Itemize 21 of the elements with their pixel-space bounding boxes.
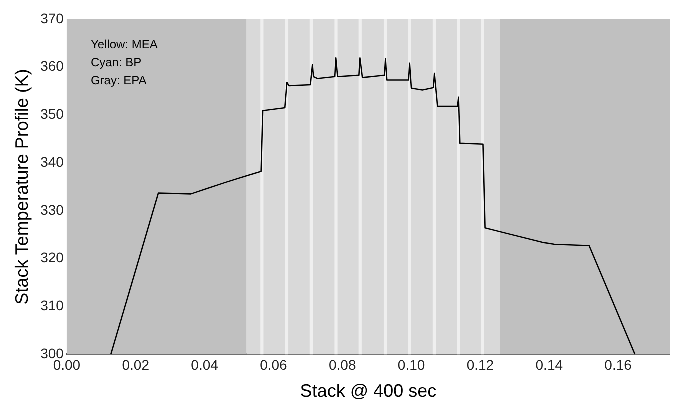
y-tick-label: 340 (40, 154, 64, 170)
y-tick-label: 350 (40, 106, 64, 122)
annotation: Yellow: MEA (90, 38, 158, 52)
y-tick-label: 320 (40, 250, 64, 266)
y-tick-label: 360 (40, 58, 64, 74)
x-tick-label: 0.02 (122, 356, 150, 373)
x-tick-label: 0.08 (329, 356, 356, 373)
y-tick-label: 330 (40, 202, 64, 218)
annotation: Cyan: BP (90, 56, 142, 70)
x-tick-label: 0.04 (191, 356, 219, 373)
annotation: Gray: EPA (90, 74, 147, 88)
y-tick-label: 310 (40, 298, 64, 314)
x-axis-title: Stack @ 400 sec (300, 381, 437, 402)
x-tick-label: 0.12 (466, 356, 494, 373)
x-tick-label: 0.10 (398, 356, 426, 373)
y-tick-label: 300 (40, 345, 64, 362)
x-tick-label: 0.14 (536, 356, 564, 373)
x-tick-label: 0.06 (260, 356, 288, 373)
x-tick-label: 0.16 (604, 356, 632, 373)
y-tick-label: 370 (40, 10, 64, 26)
y-axis-title: Stack Temperature Profile (K) (12, 69, 32, 305)
